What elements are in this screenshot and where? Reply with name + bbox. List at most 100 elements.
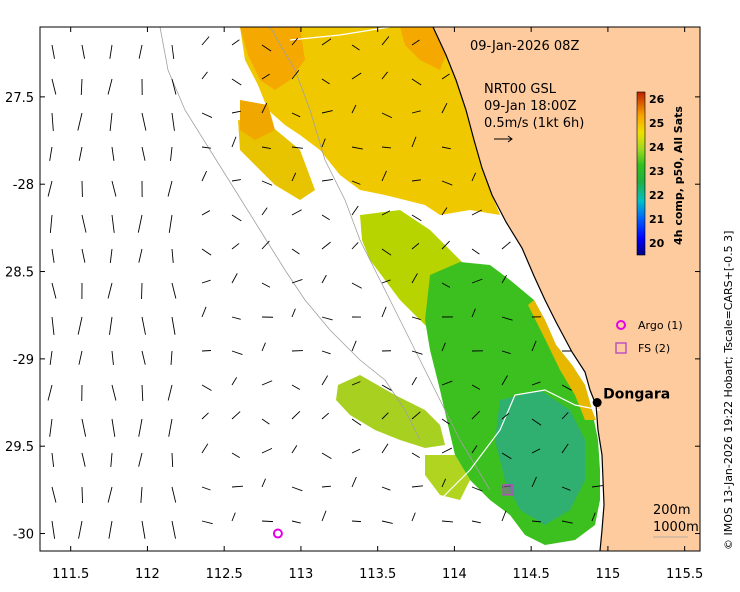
current-arrow bbox=[201, 279, 211, 284]
current-arrow bbox=[471, 209, 483, 216]
current-arrow bbox=[381, 486, 391, 491]
fs-drifter-marker bbox=[502, 484, 514, 496]
current-arrow bbox=[231, 136, 237, 148]
current-arrow bbox=[291, 209, 302, 216]
sst-layer bbox=[238, 27, 600, 545]
town-marker bbox=[592, 398, 602, 408]
current-arrow bbox=[411, 78, 422, 86]
contour-1000m bbox=[159, 27, 421, 441]
current-arrow bbox=[381, 306, 387, 318]
current-arrow bbox=[81, 214, 87, 233]
current-arrow bbox=[321, 110, 333, 114]
current-arrows bbox=[47, 36, 603, 539]
current-arrow bbox=[381, 412, 389, 420]
current-arrow bbox=[261, 146, 271, 150]
current-arrow bbox=[138, 418, 143, 437]
current-arrow bbox=[138, 452, 143, 467]
current-arrow bbox=[138, 44, 143, 59]
current-arrow bbox=[141, 350, 146, 365]
current-arrow bbox=[80, 78, 83, 96]
current-arrow bbox=[138, 248, 143, 263]
current-arrow bbox=[231, 110, 241, 114]
current-arrow bbox=[77, 316, 83, 335]
current-arrow bbox=[441, 282, 451, 288]
current-arrow bbox=[411, 485, 423, 488]
current-arrow bbox=[261, 207, 268, 216]
current-arrow bbox=[291, 445, 298, 454]
x-axis-ticks: 111.5 112 112.5 113 113.5 114 114.5 115 115.5 bbox=[52, 27, 703, 582]
current-arrow bbox=[411, 242, 420, 250]
current-arrow bbox=[441, 418, 450, 425]
boundary-line-north bbox=[289, 27, 391, 41]
current-arrow bbox=[411, 452, 420, 459]
y-tick-label: -28 bbox=[13, 178, 34, 193]
current-arrow bbox=[261, 380, 273, 386]
colorbar-tick-label: 24 bbox=[649, 141, 665, 154]
colorbar-tick-label: 20 bbox=[649, 237, 665, 250]
current-arrow bbox=[531, 340, 537, 352]
current-arrow bbox=[321, 412, 330, 420]
current-arrow bbox=[201, 350, 212, 352]
current-arrow bbox=[231, 273, 238, 284]
current-arrow bbox=[321, 178, 333, 182]
current-arrow bbox=[501, 510, 507, 522]
current-arrow bbox=[201, 146, 211, 149]
current-arrow bbox=[168, 418, 173, 437]
current-arrow bbox=[47, 384, 53, 401]
contour-label-1000m: 1000m bbox=[653, 520, 699, 535]
current-arrow bbox=[291, 70, 300, 80]
scale-arrow bbox=[494, 135, 513, 143]
current-arrow bbox=[201, 170, 208, 182]
current-arrow bbox=[231, 214, 242, 222]
current-arrow bbox=[291, 308, 296, 318]
current-arrow bbox=[201, 412, 209, 420]
current-arrow bbox=[291, 112, 301, 118]
colorbar-tick-label: 25 bbox=[649, 117, 664, 130]
x-tick-label: 115 bbox=[595, 567, 620, 582]
current-arrow bbox=[201, 112, 213, 118]
current-arrow bbox=[351, 205, 359, 216]
current-arrow bbox=[411, 214, 422, 222]
current-arrow bbox=[351, 476, 357, 488]
current-arrow bbox=[351, 340, 357, 352]
current-arrow bbox=[261, 282, 271, 288]
current-arrow bbox=[51, 78, 57, 95]
current-arrow bbox=[381, 443, 389, 454]
current-label-line1: NRT00 GSL bbox=[484, 82, 557, 97]
current-arrow bbox=[411, 377, 417, 386]
colorbar-tick-label: 21 bbox=[649, 213, 664, 226]
current-arrow bbox=[351, 282, 362, 289]
current-arrow bbox=[51, 248, 55, 263]
current-arrow bbox=[291, 279, 303, 284]
argo-legend-label: Argo (1) bbox=[638, 319, 683, 332]
current-arrow bbox=[171, 44, 175, 59]
current-arrow bbox=[81, 486, 84, 504]
current-arrow bbox=[381, 112, 393, 119]
current-arrow bbox=[411, 273, 418, 284]
x-tick-label: 111.5 bbox=[52, 567, 89, 582]
x-tick-label: 112.5 bbox=[206, 567, 243, 582]
credit-line: © IMOS 13-Jan-2026 19:22 Hobart; Tscale=… bbox=[722, 231, 735, 550]
current-arrow bbox=[501, 241, 511, 250]
colorbar-tick-label: 23 bbox=[649, 165, 664, 178]
current-arrow bbox=[51, 452, 55, 467]
current-arrow bbox=[321, 485, 332, 488]
current-arrow bbox=[49, 214, 53, 233]
current-arrow bbox=[231, 316, 241, 320]
current-arrow bbox=[351, 72, 362, 80]
current-arrow bbox=[321, 38, 332, 46]
current-arrow bbox=[471, 410, 481, 420]
current-label-line2: 09-Jan 18:00Z bbox=[484, 99, 577, 114]
fs-legend-marker bbox=[615, 342, 627, 354]
current-arrow bbox=[171, 78, 177, 95]
current-arrow bbox=[107, 282, 113, 299]
sst-north-orange bbox=[240, 27, 305, 90]
current-arrow bbox=[501, 452, 512, 460]
current-arrow bbox=[381, 146, 391, 149]
current-arrow bbox=[167, 180, 173, 197]
current-arrow bbox=[441, 207, 448, 216]
current-arrow bbox=[171, 112, 175, 131]
coastline bbox=[432, 27, 605, 551]
contour-200m bbox=[269, 27, 491, 491]
current-arrow bbox=[471, 445, 478, 454]
